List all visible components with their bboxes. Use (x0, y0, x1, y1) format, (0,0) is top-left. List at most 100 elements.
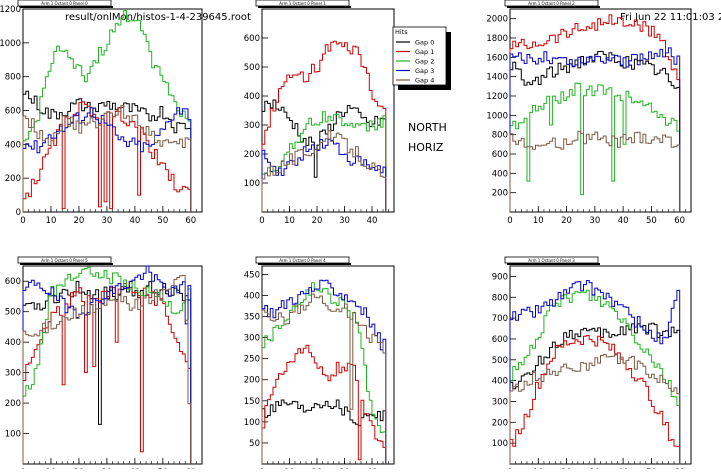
y-tick-label: 300 (244, 121, 260, 131)
series-gap-3 (261, 138, 387, 212)
x-tick-label: 40 (129, 216, 140, 226)
y-tick-label: 200 (492, 418, 508, 428)
legend-entry: Gap 0 (415, 38, 434, 46)
x-tick-label: 10 (284, 216, 295, 226)
x-tick-label: 0 (259, 216, 264, 226)
panel-title-text: Arm 1 Octant 0 Panel 2 (528, 1, 575, 6)
y-tick-label: 700 (492, 314, 508, 324)
y-tick-label: 1800 (486, 34, 508, 44)
y-tick-label: 1200 (0, 5, 21, 15)
y-tick-label: 1600 (486, 53, 508, 63)
series-gap-3 (509, 280, 681, 464)
series-gap-1 (22, 101, 192, 212)
panel-5: Arm 1 Octant 0 Panel 3010203040506010020… (492, 256, 692, 473)
x-tick-label: 50 (157, 216, 168, 226)
series-gap-1 (509, 14, 681, 212)
date-label: Fri Jun 22 11:01:03 2007 (620, 12, 721, 23)
y-tick-label: 600 (492, 150, 508, 160)
y-tick-label: 50 (249, 439, 260, 449)
panel-4: Arm 1 Octant 0 Panel 4010203040501001502… (244, 256, 395, 473)
y-tick-label: 350 (244, 313, 260, 323)
x-tick-label: 30 (101, 216, 112, 226)
y-tick-label: 300 (244, 334, 260, 344)
x-tick-label: 60 (674, 216, 685, 226)
y-tick-label: 400 (244, 291, 260, 301)
y-tick-label: 1000 (486, 111, 508, 121)
plot-frame (261, 265, 395, 465)
series-gap-1 (261, 344, 387, 464)
y-tick-label: 1400 (486, 73, 508, 83)
y-tick-label: 900 (492, 272, 508, 282)
y-tick-label: 800 (5, 73, 21, 83)
panel-title: Arm 1 Octant 0 Panel 2 (504, 0, 600, 8)
legend-entry: Gap 3 (415, 67, 434, 75)
panel-title: Arm 1 Octant 0 Panel 1 (255, 0, 351, 8)
panel-2: Arm 1 Octant 0 Panel 2 0 10 20 30 40 50 60 200 40… (486, 0, 692, 226)
legend-entry: Gap 4 (415, 76, 434, 84)
y-tick-label: 1200 (486, 92, 508, 102)
series-gap-0 (261, 399, 387, 464)
y-tick-label: 200 (492, 189, 508, 199)
y-tick-label: 400 (5, 140, 21, 150)
panel-0: Arm 1 Octant 0 Panel 00 10 20 30 40 50 6002004… (0, 0, 203, 226)
y-tick-label: 100 (244, 418, 260, 428)
annotation-north: NORTH (408, 121, 447, 134)
y-tick-label: 300 (5, 369, 21, 379)
x-tick-label: 50 (646, 216, 657, 226)
y-tick-label: 100 (244, 179, 260, 189)
x-tick-label: 20 (561, 216, 572, 226)
y-tick-label: 500 (492, 356, 508, 366)
series-gap-3 (22, 265, 192, 464)
series-gap-0 (509, 322, 681, 464)
series-gap-3 (261, 279, 387, 464)
panel-title-text: Arm 1 Octant 0 Panel 0 (41, 1, 88, 6)
y-tick-label: 400 (244, 92, 260, 102)
x-tick-label: 30 (589, 216, 600, 226)
annotation-horiz: HORIZ (408, 141, 444, 154)
series-gap-4 (261, 130, 387, 212)
panel-1: Arm 1 Octant 0 Panel 1 0 10 20 30 40 100 200 300… (244, 0, 395, 226)
panel-title-text: Arm 1 Octant 0 Panel 1 (279, 1, 326, 6)
series-gap-1 (509, 335, 681, 464)
y-tick-label: 800 (492, 293, 508, 303)
series-gap-2 (22, 10, 192, 212)
x-tick-label: 10 (533, 216, 544, 226)
series-gap-2 (261, 111, 387, 212)
series-gap-4 (509, 353, 681, 464)
x-tick-label: 30 (339, 216, 350, 226)
x-tick-label: 0 (507, 216, 512, 226)
panel-title: Arm 1 Octant 0 Panel 3 (504, 256, 600, 265)
x-tick-label: 0 (20, 216, 25, 226)
y-tick-label: 100 (5, 430, 21, 440)
series-gap-3 (509, 47, 681, 212)
y-tick-label: 600 (5, 277, 21, 287)
series-gap-2 (261, 282, 387, 464)
y-tick-label: 400 (492, 169, 508, 179)
panel-title: Arm 1 Octant 0 Panel 4 (255, 256, 351, 265)
y-tick-label: 600 (492, 335, 508, 345)
panel-title-text: Arm 1 Octant 0 Panel 4 (279, 258, 326, 263)
y-tick-label: 150 (244, 397, 260, 407)
series-gap-2 (509, 289, 681, 464)
y-tick-label: 2000 (486, 15, 508, 25)
x-tick-label: 40 (618, 216, 629, 226)
plot-frame (509, 265, 692, 465)
series-gap-4 (509, 130, 681, 212)
y-tick-label: 200 (5, 174, 21, 184)
y-tick-label: 400 (5, 338, 21, 348)
y-tick-label: 200 (5, 399, 21, 409)
y-tick-label: 500 (5, 308, 21, 318)
legend-entry: Gap 1 (415, 48, 434, 56)
y-tick-label: 250 (244, 355, 260, 365)
y-tick-label: 450 (244, 270, 260, 280)
series-gap-4 (261, 293, 387, 464)
y-tick-label: 200 (244, 376, 260, 386)
panel-title: Arm 1 Octant 0 Panel 0 (17, 0, 113, 8)
y-tick-label: 600 (5, 107, 21, 117)
y-tick-label: 300 (492, 397, 508, 407)
y-tick-label: 0 (16, 208, 21, 218)
series-gap-2 (509, 82, 681, 212)
